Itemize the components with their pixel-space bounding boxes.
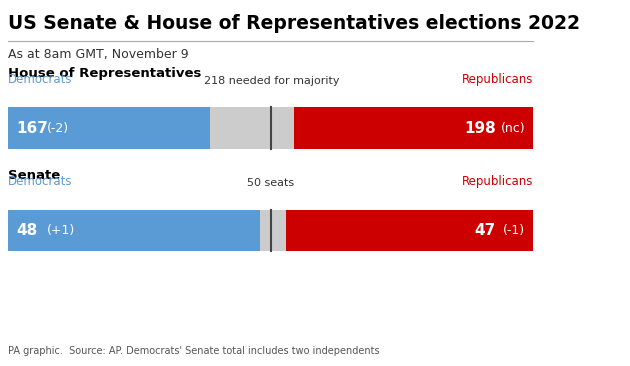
Text: Democrats: Democrats xyxy=(8,175,72,188)
Text: As at 8am GMT, November 9: As at 8am GMT, November 9 xyxy=(8,48,189,61)
Text: 218 needed for majority: 218 needed for majority xyxy=(203,76,339,86)
Text: 167: 167 xyxy=(16,120,48,135)
Text: (-2): (-2) xyxy=(47,122,69,135)
Text: 50 seats: 50 seats xyxy=(247,178,294,188)
Bar xyxy=(260,210,287,251)
Text: Senate: Senate xyxy=(8,169,60,182)
Bar xyxy=(210,107,294,149)
Bar xyxy=(8,210,260,251)
Text: PA graphic.  Source: AP. Democrats' Senate total includes two independents: PA graphic. Source: AP. Democrats' Senat… xyxy=(8,346,380,356)
Text: (-1): (-1) xyxy=(503,224,525,237)
Bar xyxy=(287,210,533,251)
Text: Republicans: Republicans xyxy=(462,73,533,86)
Text: 47: 47 xyxy=(474,223,496,238)
Text: Democrats: Democrats xyxy=(8,73,72,86)
Bar xyxy=(8,107,210,149)
Text: House of Representatives: House of Representatives xyxy=(8,67,202,79)
Text: (+1): (+1) xyxy=(47,224,76,237)
Text: Republicans: Republicans xyxy=(462,175,533,188)
Text: 48: 48 xyxy=(16,223,37,238)
Text: US Senate & House of Representatives elections 2022: US Senate & House of Representatives ele… xyxy=(8,14,580,33)
Text: (nc): (nc) xyxy=(501,122,525,135)
Text: 198: 198 xyxy=(464,120,496,135)
Bar xyxy=(294,107,533,149)
